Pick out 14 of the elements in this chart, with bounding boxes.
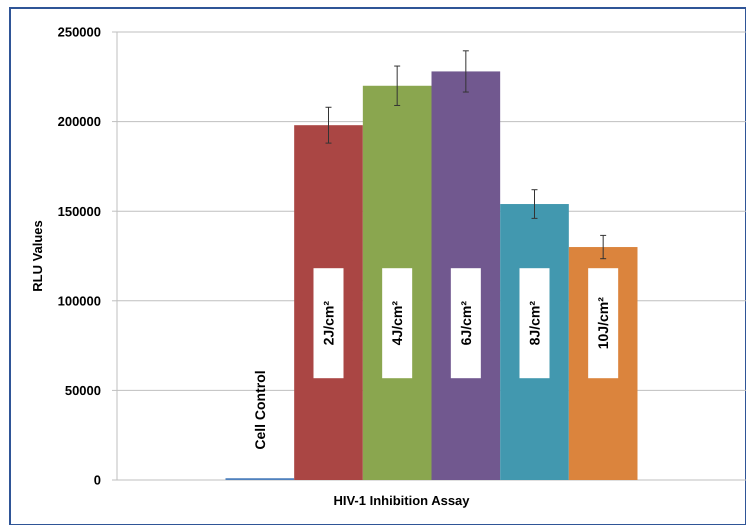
y-tick-label: 250000 xyxy=(58,24,101,40)
series-label: 6J/cm² xyxy=(458,300,474,346)
text: Cell Control xyxy=(252,370,268,450)
x-tick-label: HIV-1 Inhibition Assay xyxy=(333,493,470,508)
y-tick-label: 0 xyxy=(94,472,101,488)
y-tick-label: 50000 xyxy=(64,382,101,398)
y-tick-label: 150000 xyxy=(58,204,101,219)
y-tick-label: 100000 xyxy=(58,293,101,308)
series-label: 8J/cm² xyxy=(526,300,542,346)
series-label: 2J/cm² xyxy=(320,300,336,346)
series-label: 10J/cm² xyxy=(595,296,612,350)
y-tick-label: 200000 xyxy=(58,114,101,130)
series-label: 4J/cm² xyxy=(389,300,406,346)
y-axis-title: RLU Values xyxy=(30,220,45,292)
